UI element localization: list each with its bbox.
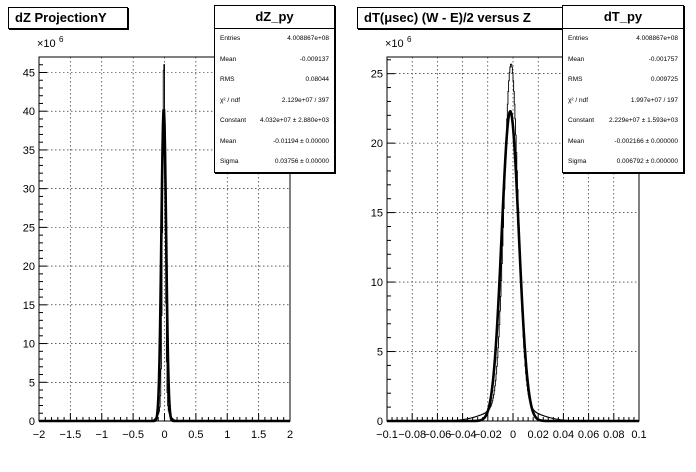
y-tick-label: 20 <box>23 261 35 273</box>
left-stats-title: dZ_py <box>215 6 334 29</box>
y-tick-label: 15 <box>23 300 35 312</box>
stats-label: Mean <box>220 137 237 145</box>
stats-row: Constant 2.229e+07 ± 1.593e+03 <box>563 111 683 132</box>
stats-label: χ² / ndf <box>220 96 241 104</box>
y-exponent-power: 6 <box>407 35 412 44</box>
y-tick-label: 25 <box>23 222 35 234</box>
x-tick-label: 1.5 <box>251 429 266 441</box>
stats-value: 1.997e+07 / 197 <box>630 96 678 104</box>
stats-label: Sigma <box>220 158 239 165</box>
x-tick-label: 0.08 <box>603 429 624 441</box>
x-tick-label: 0.04 <box>553 429 574 441</box>
stats-label: χ² / ndf <box>568 96 589 104</box>
x-tick-label: −1 <box>95 429 108 441</box>
x-tick-label: 0.5 <box>188 429 203 441</box>
stats-label: RMS <box>568 76 583 83</box>
stats-value: -0.01194 ± 0.00000 <box>273 137 329 145</box>
x-tick-label: 0.02 <box>527 429 548 441</box>
x-tick-label: 0 <box>161 429 167 441</box>
x-tick-label: 0.1 <box>631 429 646 441</box>
stats-label: Mean <box>568 137 585 145</box>
stats-value: -0.009137 <box>299 55 329 63</box>
stats-row: RMS 0.009725 <box>563 70 683 91</box>
x-tick-label: −0.5 <box>122 429 144 441</box>
stats-label: RMS <box>220 76 235 83</box>
stats-row: Constant 4.032e+07 ± 2.880e+03 <box>215 111 334 132</box>
stats-row: χ² / ndf 2.129e+07 / 397 <box>215 91 334 112</box>
stats-label: Entries <box>568 35 589 42</box>
stats-value: 4.032e+07 ± 2.880e+03 <box>260 117 329 124</box>
x-tick-label: −0.02 <box>474 429 502 441</box>
y-tick-label: 40 <box>23 106 35 118</box>
y-tick-label: 35 <box>23 145 35 157</box>
right-stats-box: dT_py Entries 4.008867e+08 Mean -0.001757 RM… <box>562 5 684 173</box>
y-tick-label: 5 <box>29 377 35 389</box>
y-tick-label: 30 <box>23 184 35 196</box>
right-stats-title: dT_py <box>563 6 683 29</box>
y-tick-label: 45 <box>23 67 35 79</box>
x-tick-label: −0.1 <box>376 429 398 441</box>
stats-value: 2.229e+07 ± 1.593e+03 <box>609 117 678 124</box>
y-exponent-label: ×10 <box>37 38 56 50</box>
stats-row: χ² / ndf 1.997e+07 / 197 <box>563 91 683 112</box>
x-tick-label: 0 <box>510 429 516 441</box>
stats-row: Entries 4.008867e+08 <box>563 29 683 50</box>
stats-row: Mean -0.001757 <box>563 50 683 71</box>
stats-value: 0.006792 ± 0.000000 <box>616 158 678 165</box>
left-stats-box: dZ_py Entries 4.008867e+08 Mean -0.009137 RM… <box>214 5 335 173</box>
stats-label: Entries <box>220 35 241 42</box>
gaussian-fit-line <box>39 108 290 423</box>
x-tick-label: 1 <box>224 429 230 441</box>
y-exponent-power: 6 <box>59 35 64 44</box>
stats-row: Mean -0.002166 ± 0.000000 <box>563 132 683 153</box>
y-tick-label: 5 <box>377 347 383 359</box>
right-chart-title: dT(μsec) (W - E)/2 versus Z <box>357 7 572 29</box>
y-tick-label: 25 <box>371 69 383 81</box>
stats-row: RMS 0.08044 <box>215 70 334 91</box>
x-tick-label: 2 <box>287 429 293 441</box>
stats-value: 0.08044 <box>305 76 330 83</box>
y-tick-label: 0 <box>377 416 383 428</box>
stats-row: Mean -0.009137 <box>215 50 334 71</box>
stats-row: Sigma 0.03756 ± 0.00000 <box>215 152 334 173</box>
stats-value: -0.001757 <box>648 55 678 63</box>
gaussian-fit-line <box>387 109 639 423</box>
y-tick-label: 15 <box>371 208 383 220</box>
stats-row: Entries 4.008867e+08 <box>215 29 334 50</box>
stats-label: Constant <box>220 117 247 124</box>
y-tick-label: 20 <box>371 138 383 150</box>
y-exponent-label: ×10 <box>385 38 404 50</box>
x-tick-label: −0.04 <box>449 429 477 441</box>
stats-value: 0.009725 <box>650 76 678 83</box>
x-tick-label: −1.5 <box>60 429 82 441</box>
stats-value: 2.129e+07 / 397 <box>281 96 329 104</box>
left-chart-title: dZ ProjectionY <box>8 7 128 29</box>
y-tick-label: 10 <box>23 339 35 351</box>
stats-value: 0.03756 ± 0.00000 <box>274 158 329 165</box>
x-tick-label: 0.06 <box>578 429 599 441</box>
x-tick-label: −0.08 <box>398 429 426 441</box>
x-tick-label: −0.06 <box>423 429 451 441</box>
stats-row: Sigma 0.006792 ± 0.000000 <box>563 152 683 173</box>
stats-label: Mean <box>220 55 237 63</box>
stats-value: -0.002166 ± 0.000000 <box>614 137 678 145</box>
stats-value: 4.008867e+08 <box>287 35 329 42</box>
y-tick-label: 10 <box>371 277 383 289</box>
stats-row: Mean -0.01194 ± 0.00000 <box>215 132 334 153</box>
stats-label: Sigma <box>568 158 587 165</box>
y-tick-label: 0 <box>29 416 35 428</box>
stats-label: Mean <box>568 55 585 63</box>
stats-label: Constant <box>568 117 595 124</box>
x-tick-label: −2 <box>33 429 46 441</box>
stats-value: 4.008867e+08 <box>636 35 678 42</box>
